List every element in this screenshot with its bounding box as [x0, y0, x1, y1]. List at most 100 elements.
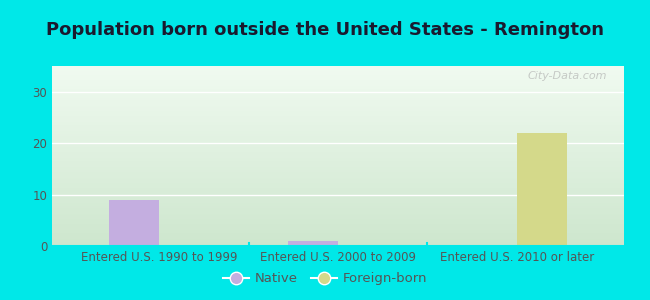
Bar — [52, 165, 624, 167]
Bar — [52, 122, 624, 124]
Bar — [52, 161, 624, 163]
Bar — [52, 208, 624, 210]
Bar — [52, 79, 624, 80]
Bar — [52, 219, 624, 221]
Bar — [52, 73, 624, 75]
Bar — [52, 75, 624, 77]
Bar — [52, 203, 624, 205]
Bar — [52, 93, 624, 95]
Bar — [52, 91, 624, 93]
Bar — [52, 95, 624, 97]
Bar — [52, 185, 624, 187]
Bar — [52, 152, 624, 154]
Bar — [52, 134, 624, 136]
Bar — [52, 68, 624, 70]
Bar — [52, 217, 624, 219]
Bar — [52, 70, 624, 71]
Bar — [52, 199, 624, 201]
Bar — [52, 215, 624, 217]
Bar — [52, 140, 624, 142]
Bar — [52, 77, 624, 79]
Bar — [52, 158, 624, 160]
Bar — [52, 223, 624, 224]
Bar — [52, 97, 624, 98]
Bar — [52, 142, 624, 143]
Bar — [52, 118, 624, 120]
Bar — [52, 187, 624, 188]
Bar — [52, 169, 624, 170]
Bar — [52, 197, 624, 199]
Bar — [52, 239, 624, 241]
Bar — [52, 174, 624, 176]
Bar — [52, 133, 624, 134]
Bar — [52, 86, 624, 88]
Bar — [52, 190, 624, 192]
Bar — [52, 107, 624, 109]
Bar — [52, 206, 624, 208]
Bar — [52, 160, 624, 161]
Bar — [109, 200, 159, 246]
Bar — [517, 133, 567, 246]
Bar — [52, 111, 624, 113]
Bar — [52, 232, 624, 233]
Bar — [52, 188, 624, 190]
Bar — [52, 192, 624, 194]
Bar — [52, 109, 624, 111]
Bar — [52, 230, 624, 232]
Bar — [52, 149, 624, 151]
Bar — [52, 176, 624, 178]
Bar — [52, 179, 624, 181]
Bar — [52, 116, 624, 118]
Bar — [52, 88, 624, 89]
Bar — [52, 167, 624, 169]
Bar — [52, 113, 624, 115]
Bar — [52, 106, 624, 107]
Bar — [52, 127, 624, 129]
Bar — [52, 201, 624, 203]
Bar — [52, 163, 624, 165]
Bar — [52, 235, 624, 237]
Bar — [52, 104, 624, 106]
Bar — [52, 242, 624, 244]
Bar — [52, 89, 624, 91]
Bar — [52, 170, 624, 172]
Bar — [52, 196, 624, 197]
Bar — [52, 100, 624, 102]
Bar — [52, 210, 624, 212]
Bar — [52, 80, 624, 82]
Bar — [52, 244, 624, 246]
Bar — [52, 241, 624, 242]
Bar — [52, 233, 624, 235]
Bar — [52, 136, 624, 138]
Bar — [52, 102, 624, 104]
Bar — [52, 194, 624, 196]
Bar — [52, 125, 624, 127]
Bar — [52, 151, 624, 152]
Bar — [52, 172, 624, 174]
Bar — [52, 147, 624, 149]
Bar — [52, 237, 624, 239]
Bar — [52, 129, 624, 131]
Bar — [52, 131, 624, 133]
Bar — [52, 178, 624, 179]
Bar — [288, 241, 338, 246]
Bar — [52, 66, 624, 68]
Legend: Native, Foreign-born: Native, Foreign-born — [218, 267, 432, 290]
Bar — [52, 120, 624, 122]
Bar — [52, 221, 624, 223]
Bar — [52, 82, 624, 84]
Bar — [52, 154, 624, 156]
Bar — [52, 156, 624, 158]
Bar — [52, 212, 624, 214]
Bar — [52, 228, 624, 230]
Bar — [52, 71, 624, 73]
Bar — [52, 98, 624, 100]
Bar — [52, 205, 624, 206]
Bar — [52, 145, 624, 147]
Bar — [52, 115, 624, 116]
Bar — [52, 224, 624, 226]
Text: Population born outside the United States - Remington: Population born outside the United State… — [46, 21, 604, 39]
Bar — [52, 226, 624, 228]
Bar — [52, 214, 624, 215]
Bar — [52, 138, 624, 140]
